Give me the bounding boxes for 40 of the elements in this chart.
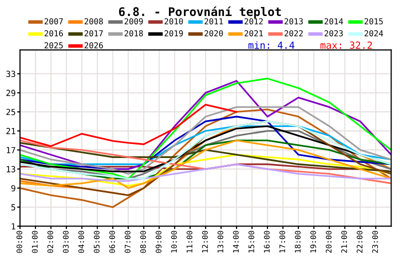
y-tick-label: 1 <box>12 223 16 230</box>
legend-label: 2014 <box>324 18 344 24</box>
line-series <box>20 154 392 187</box>
y-tick-label: 25 <box>6 108 16 116</box>
text: 2025 <box>44 42 63 48</box>
y-tick-label: 9 <box>11 185 16 192</box>
y-tick-label: 5 <box>11 204 16 210</box>
legend-label: 2017 <box>84 30 103 36</box>
legend-label: 2015 <box>364 18 383 24</box>
legend-label: 2010 <box>164 18 183 24</box>
chart-title: 6.8. - Porovnání teplot <box>119 6 281 18</box>
text: min: 4.4 <box>248 41 294 49</box>
legend-label: 2009 <box>124 18 143 24</box>
legend-label: 2023 <box>324 30 343 36</box>
legend-label: 2011 <box>204 18 223 24</box>
line-series <box>20 120 392 180</box>
legend-label: 2022 <box>284 30 303 36</box>
y-tick-label: 21 <box>6 128 16 134</box>
legend-label: 2016 <box>44 30 63 36</box>
legend-label: 2019 <box>164 30 183 36</box>
legend-label: 2020 <box>204 30 223 36</box>
legend-label: 2026 <box>84 42 103 48</box>
text: max: 32.2 <box>320 41 372 49</box>
y-tick-label: 13 <box>6 166 16 172</box>
line-series <box>20 106 392 175</box>
legend-label: 2021 <box>244 30 263 36</box>
legend-label: 2018 <box>124 30 143 36</box>
line-series <box>20 108 392 208</box>
legend-label: 2012 <box>244 18 263 24</box>
legend-label: 2013 <box>284 18 303 24</box>
line-series <box>20 116 392 170</box>
y-tick-label: 29 <box>6 90 16 96</box>
y-tick-label: 17 <box>6 147 16 154</box>
legend-label: 2007 <box>44 18 63 24</box>
line-series <box>20 163 392 182</box>
legend-label: 2008 <box>84 18 103 24</box>
line-series <box>20 104 238 147</box>
legend-label: 2024 <box>364 30 384 36</box>
y-tick-label: 33 <box>6 70 16 78</box>
line-series <box>20 142 392 172</box>
